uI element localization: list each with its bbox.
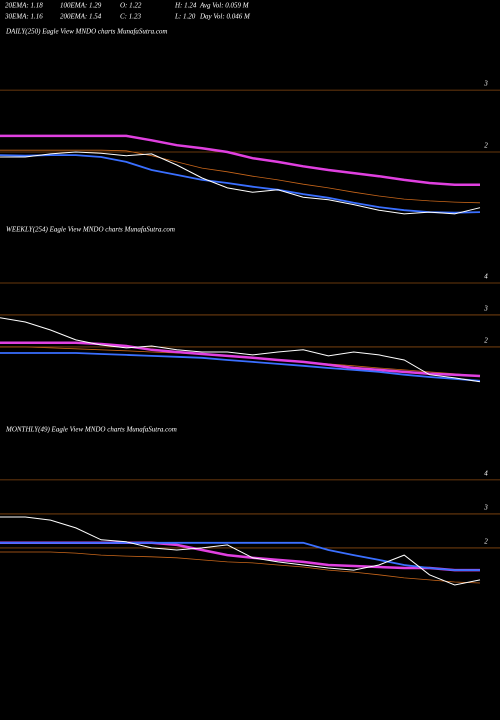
panel-title: WEEKLY(254) Eagle View MNDO charts Munaf… (6, 226, 175, 234)
price-line (0, 149, 481, 204)
price-line (0, 541, 480, 571)
price-line (0, 341, 481, 378)
panel-title: MONTHLY(49) Eagle View MNDO charts Munaf… (5, 426, 177, 434)
price-line (0, 134, 480, 187)
header-stat: 30EMA: 1.16 (4, 13, 43, 21)
price-line (0, 352, 481, 382)
panel-title: DAILY(250) Eagle View MNDO charts Munafa… (5, 28, 168, 36)
price-line (0, 516, 481, 586)
header-stat: H: 1.24 (174, 2, 197, 10)
header-stat: L: 1.20 (174, 13, 196, 21)
header-stat: Day Vol: 0.046 M (199, 13, 251, 21)
price-line (0, 154, 481, 214)
y-tick-label: 3 (483, 504, 488, 512)
header-stat: O: 1.22 (120, 2, 142, 10)
header-stat: 20EMA: 1.18 (5, 2, 43, 10)
y-tick-label: 4 (484, 273, 488, 281)
y-tick-label: 2 (484, 538, 488, 546)
header-stat: 200EMA: 1.54 (60, 13, 102, 21)
price-line (0, 317, 481, 383)
price-line (0, 151, 481, 215)
price-line (0, 551, 481, 584)
header-stat: C: 1.23 (120, 13, 142, 21)
y-tick-label: 3 (483, 80, 488, 88)
header-stat: Avg Vol: 0.059 M (199, 2, 250, 10)
y-tick-label: 2 (484, 142, 488, 150)
y-tick-label: 2 (484, 337, 488, 345)
y-tick-label: 4 (484, 470, 488, 478)
header-stat: 100EMA: 1.29 (60, 2, 102, 10)
y-tick-label: 3 (483, 305, 488, 313)
